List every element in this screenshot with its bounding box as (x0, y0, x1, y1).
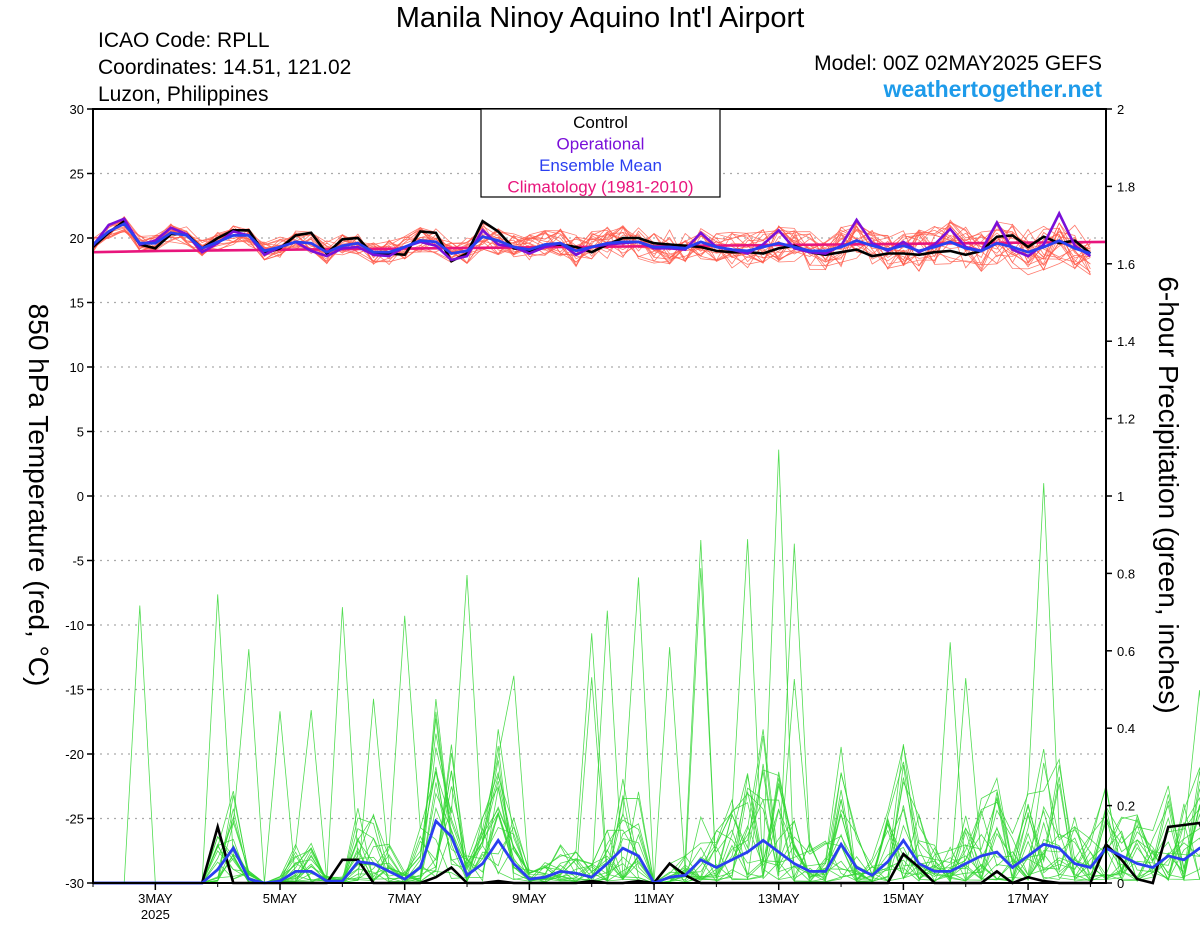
y-left-tick-label: -30 (65, 876, 84, 891)
x-tick-label: 3MAY (138, 891, 173, 906)
x-tick-label: 13MAY (758, 891, 800, 906)
legend-entry: Operational (557, 135, 645, 154)
y-right-tick-label: 1 (1117, 489, 1124, 504)
temp-ensemble-mean-line (92, 222, 1091, 255)
y-right-tick-label: 0.4 (1117, 721, 1135, 736)
grid-lines (93, 172, 1106, 820)
y-left-tick-label: 15 (70, 296, 84, 311)
axis-ticks: 302520151050-5-10-15-20-25-3021.81.61.41… (65, 102, 1135, 922)
precip-member-line (93, 483, 1200, 884)
precip-member-line (93, 766, 1200, 884)
y-left-tick-label: 0 (77, 489, 84, 504)
y-right-tick-label: 1.4 (1117, 334, 1135, 349)
x-tick-year: 2025 (141, 907, 170, 922)
precip-member-line (93, 605, 1200, 884)
y-left-tick-label: 5 (77, 425, 84, 440)
y-right-tick-label: 1.2 (1117, 412, 1135, 427)
precip-member-line (93, 765, 1200, 884)
y-left-tick-label: -5 (72, 554, 84, 569)
y-right-tick-label: 2 (1117, 102, 1124, 117)
y-left-tick-label: 20 (70, 231, 84, 246)
x-tick-label: 9MAY (512, 891, 547, 906)
model-run: Model: 00Z 02MAY2025 GEFS (814, 52, 1102, 75)
x-tick-label: 17MAY (1007, 891, 1049, 906)
x-tick-label: 11MAY (634, 891, 675, 906)
precip-ensemble-mean-line (93, 818, 1200, 885)
temp-member-line (92, 218, 1091, 273)
series-lines (91, 210, 1200, 885)
chart-title: Manila Ninoy Aquino Int'l Airport (395, 2, 805, 34)
legend-box (480, 108, 721, 198)
x-tick-label: 7MAY (387, 891, 422, 906)
y-left-tick-label: -15 (65, 683, 84, 698)
legend-entry: Control (573, 113, 628, 132)
y-right-tick-label: 1.6 (1117, 257, 1135, 272)
x-tick-label: 5MAY (263, 891, 298, 906)
temp-member-line (92, 221, 1091, 270)
legend-entry: Climatology (1981-2010) (507, 178, 693, 197)
y-left-tick-label: -10 (65, 618, 84, 633)
legend-entry: Ensemble Mean (539, 156, 662, 175)
icao-code: ICAO Code: RPLL (98, 29, 270, 52)
y-right-tick-label: 0.6 (1117, 644, 1135, 659)
region: Luzon, Philippines (98, 83, 269, 106)
precip-member-line (93, 568, 1200, 884)
legend: Control Operational Ensemble Mean Climatolo… (480, 108, 721, 198)
y-left-tick-label: -20 (65, 747, 84, 762)
x-tick-label: 15MAY (883, 891, 925, 906)
precip-member-line (93, 633, 1200, 884)
station-info: ICAO Code: RPLL Coordinates: 14.51, 121.… (98, 27, 351, 108)
y-left-tick-label: 30 (70, 102, 84, 117)
y-right-tick-label: 0.2 (1117, 799, 1135, 814)
y-left-tick-label: 25 (70, 167, 84, 182)
y-right-tick-label: 0.8 (1117, 566, 1135, 581)
coordinates: Coordinates: 14.51, 121.02 (98, 56, 352, 79)
y-left-tick-label: -25 (65, 812, 84, 827)
y-left-tick-label: 10 (70, 360, 84, 375)
site-link[interactable]: weathertogether.net (883, 76, 1102, 102)
temp-member-line (92, 222, 1091, 264)
y-right-tick-label: 1.8 (1117, 179, 1135, 194)
y-right-tick-label: 0 (1117, 876, 1124, 891)
